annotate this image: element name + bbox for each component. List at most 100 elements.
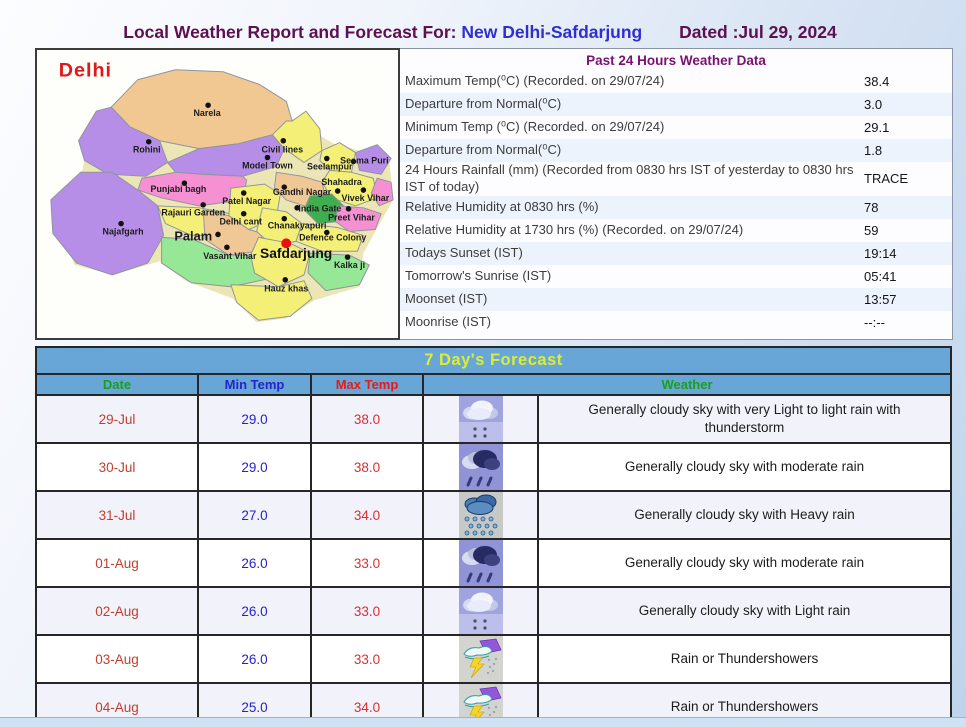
weather-data-value: 29.1 <box>864 120 890 135</box>
weather-data-label: Departure from Normal(⁰C) <box>405 142 562 158</box>
district-vivek-vihar <box>370 177 394 207</box>
min-temp-cell: 29.0 <box>197 394 312 444</box>
map-label: Punjabi bagh <box>151 184 207 194</box>
weather-data-row: Tomorrow's Sunrise (IST) 05:41 <box>400 265 952 288</box>
min-temp-cell: 27.0 <box>197 490 312 540</box>
city-dot <box>344 254 351 260</box>
max-temp-cell: 38.0 <box>310 442 424 492</box>
city-dot <box>240 190 247 196</box>
weather-icon-cell <box>422 586 539 636</box>
map-label: Rajauri Garden <box>161 208 225 218</box>
max-temp-cell: 38.0 <box>310 394 424 444</box>
weather-data-value: 38.4 <box>864 74 890 89</box>
map-label: Narela <box>194 108 221 118</box>
min-temp-cell: 29.0 <box>197 442 312 492</box>
district-hauz-khas <box>230 280 313 321</box>
weather-data-label: Moonset (IST) <box>405 290 488 306</box>
map-region-title: Delhi <box>59 60 112 82</box>
map-label: Shahadra <box>321 177 362 187</box>
city-dot <box>200 202 206 208</box>
city-dot <box>181 180 188 186</box>
max-temp-cell: 33.0 <box>310 538 424 588</box>
map-label: Palam <box>174 228 212 243</box>
weather-data-label: Relative Humidity at 1730 hrs (%) (Recor… <box>405 221 744 237</box>
city-dot <box>324 155 330 162</box>
district-civil-lines <box>271 110 323 163</box>
report-date: Dated :Jul 29, 2024 <box>679 22 837 42</box>
city-dot <box>350 158 357 165</box>
thundershower-icon <box>459 636 503 682</box>
map-label: Preet Vihar <box>328 213 375 223</box>
city-dot <box>280 137 287 144</box>
weather-data-label: Moonrise (IST) <box>405 313 491 329</box>
page-title: Local Weather Report and Forecast For: N… <box>8 22 952 43</box>
map-label: Safdarjung <box>260 245 332 261</box>
city-dot <box>294 205 300 211</box>
district-safdarjung <box>250 236 311 288</box>
district-kalka-ji <box>307 252 370 292</box>
map-label: Defence Colony <box>299 232 366 242</box>
city-dot <box>264 154 271 161</box>
map-label: Delhi cant <box>220 217 263 227</box>
max-temp-cell: 34.0 <box>310 490 424 540</box>
weather-icon-cell <box>422 538 539 588</box>
weather-data-row: Relative Humidity at 0830 hrs (%) 78 <box>400 195 952 219</box>
weather-data-label: Tomorrow's Sunrise (IST) <box>405 267 552 283</box>
city-dot <box>224 244 230 251</box>
forecast-row: 31-Jul 27.0 34.0 Generally cloudy sky wi… <box>35 490 952 540</box>
district-seema-puri <box>354 144 392 175</box>
map-label: Vivek Vihar <box>342 193 390 203</box>
weather-data-label: Departure from Normal(⁰C) <box>405 96 562 112</box>
cloud-light-rain-icon <box>459 588 503 634</box>
weather-description-cell: Generally cloudy sky with moderate rain <box>537 442 952 492</box>
city-dot <box>215 231 221 238</box>
forecast-row: 01-Aug 26.0 33.0 Generally cloudy sky wi… <box>35 538 952 588</box>
city-dot <box>145 138 152 145</box>
weather-data-label: Relative Humidity at 0830 hrs (%) <box>405 198 599 214</box>
map-label: India Gate <box>298 204 341 214</box>
weather-data-value: 3.0 <box>864 97 883 112</box>
weather-description-cell: Generally cloudy sky with Heavy rain <box>537 490 952 540</box>
forecast-table: 7 Day's Forecast Date Min Temp Max Temp … <box>35 346 952 727</box>
city-dot <box>205 102 211 108</box>
date-cell: 31-Jul <box>35 490 199 540</box>
col-header-min-temp: Min Temp <box>197 373 312 396</box>
map-label: Najafgarh <box>103 226 144 236</box>
delhi-map-svg: Delhi Narela Rohini Civil lines Model To… <box>50 60 394 323</box>
min-temp-cell: 26.0 <box>197 634 312 684</box>
city-dot <box>282 277 289 283</box>
forecast-row: 29-Jul 29.0 38.0 Generally cloudy sky wi… <box>35 394 952 444</box>
forecast-row: 30-Jul 29.0 38.0 Generally cloudy sky wi… <box>35 442 952 492</box>
col-header-weather: Weather <box>422 373 952 396</box>
weather-data-row: 24 Hours Rainfall (mm) (Recorded from 08… <box>400 162 952 196</box>
district-rohini <box>78 106 169 177</box>
weather-data-label: Todays Sunset (IST) <box>405 244 523 260</box>
past-24-hours-title: Past 24 Hours Weather Data <box>586 53 766 68</box>
col-header-max-temp: Max Temp <box>310 373 424 396</box>
city-dots <box>118 102 367 283</box>
map-label: Kalka ji <box>334 260 365 270</box>
max-temp-cell: 33.0 <box>310 634 424 684</box>
city-dot <box>334 188 341 194</box>
cloud-moderate-rain-icon <box>459 444 503 490</box>
map-label: Hauz khas <box>264 284 308 294</box>
weather-description-cell: Rain or Thundershowers <box>537 634 952 684</box>
weather-data-value: 1.8 <box>864 143 883 158</box>
city-dot <box>360 187 367 193</box>
bottom-frame-strip <box>0 717 966 727</box>
district-shahadra <box>321 169 378 207</box>
map-label: Vasant Vihar <box>203 251 257 261</box>
city-dot <box>281 184 288 190</box>
weather-data-value: 05:41 <box>864 268 897 284</box>
weather-description-cell: Generally cloudy sky with very Light to … <box>537 394 952 444</box>
weather-data-value: 19:14 <box>864 245 897 261</box>
safdarjung-marker <box>281 238 292 249</box>
map-label: Civil lines <box>262 145 304 155</box>
map-label: Seema Puri <box>340 155 388 165</box>
city-dot <box>345 206 352 212</box>
weather-data-label: Minimum Temp (⁰C) (Recorded. on 29/07/24… <box>405 119 665 135</box>
forecast-row: 03-Aug 26.0 33.0 Rain or Thundershowers <box>35 634 952 684</box>
city-dot <box>118 220 124 227</box>
cloud-light-rain-icon <box>459 396 503 442</box>
